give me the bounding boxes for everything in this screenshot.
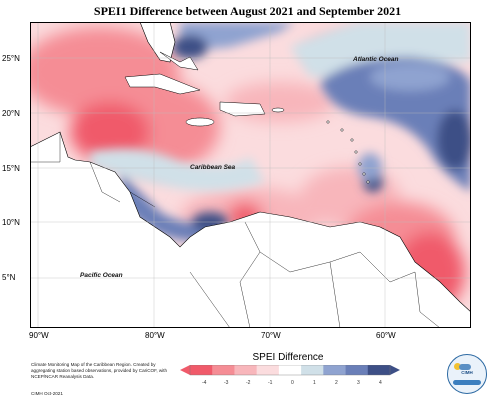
legend-tick-m2: -2 bbox=[246, 380, 251, 386]
cimh-logo: CIMH bbox=[447, 354, 487, 394]
graticule bbox=[30, 22, 471, 328]
lat-label-20n: 20°N bbox=[2, 109, 20, 118]
legend-tick-4: 4 bbox=[379, 380, 382, 386]
colorbar-cell bbox=[345, 365, 369, 375]
legend-tick-0: 0 bbox=[291, 380, 294, 386]
land-masses bbox=[30, 22, 471, 328]
lat-label-25n: 25°N bbox=[2, 54, 20, 63]
spei-wet-fields bbox=[90, 22, 471, 241]
colorbar-cell bbox=[301, 365, 324, 375]
legend-tick-m3: -3 bbox=[224, 380, 229, 386]
map-panel bbox=[30, 22, 471, 328]
colorbar-cell bbox=[367, 365, 391, 375]
colorbar-max-arrow bbox=[390, 365, 400, 375]
legend-tick-m1: -1 bbox=[268, 380, 273, 386]
lat-label-15n: 15°N bbox=[2, 164, 20, 173]
colorbar-cell bbox=[234, 365, 257, 375]
caribbean-sea-label: Caribbean Sea bbox=[190, 164, 236, 171]
lon-label-80w: 80°W bbox=[145, 331, 165, 340]
cimh-date: CIMH Oct-2021 bbox=[31, 391, 63, 396]
spei-map bbox=[30, 22, 471, 328]
lat-label-5n: 5°N bbox=[2, 273, 16, 282]
atlantic-ocean-label: Atlantic Ocean bbox=[353, 56, 399, 63]
lat-label-10n: 10°N bbox=[2, 218, 20, 227]
colorbar-cell bbox=[278, 365, 302, 375]
logo-text: CIMH bbox=[461, 370, 473, 375]
colorbar-cell bbox=[190, 365, 213, 375]
sun-icon bbox=[454, 363, 461, 370]
legend-colorbar bbox=[180, 365, 400, 376]
map-title: SPEI1 Difference between August 2021 and… bbox=[93, 4, 402, 18]
colorbar-min-arrow bbox=[180, 365, 190, 375]
colorbar-cell bbox=[212, 365, 235, 375]
colorbar-cell bbox=[256, 365, 280, 375]
caribbean-islands bbox=[124, 51, 370, 184]
colorbar-cell bbox=[323, 365, 346, 375]
country-borders bbox=[30, 132, 441, 328]
colorbar-cells bbox=[190, 365, 391, 375]
legend-tick-3: 3 bbox=[357, 380, 360, 386]
map-frame bbox=[30, 22, 471, 328]
credits-text: Climate Monitoring Map of the Caribbean … bbox=[31, 362, 168, 379]
legend-tick-1: 1 bbox=[313, 380, 316, 386]
legend-tick-2: 2 bbox=[335, 380, 338, 386]
cloud-icon bbox=[459, 364, 471, 370]
lon-label-70w: 70°W bbox=[261, 331, 281, 340]
lon-label-90w: 90°W bbox=[29, 331, 49, 340]
wave-icon bbox=[453, 380, 481, 385]
legend-tick-m4: -4 bbox=[202, 380, 207, 386]
pacific-ocean-label: Pacific Ocean bbox=[80, 272, 123, 279]
legend-title: SPEI Difference bbox=[252, 352, 324, 363]
lon-label-60w: 60°W bbox=[376, 331, 396, 340]
